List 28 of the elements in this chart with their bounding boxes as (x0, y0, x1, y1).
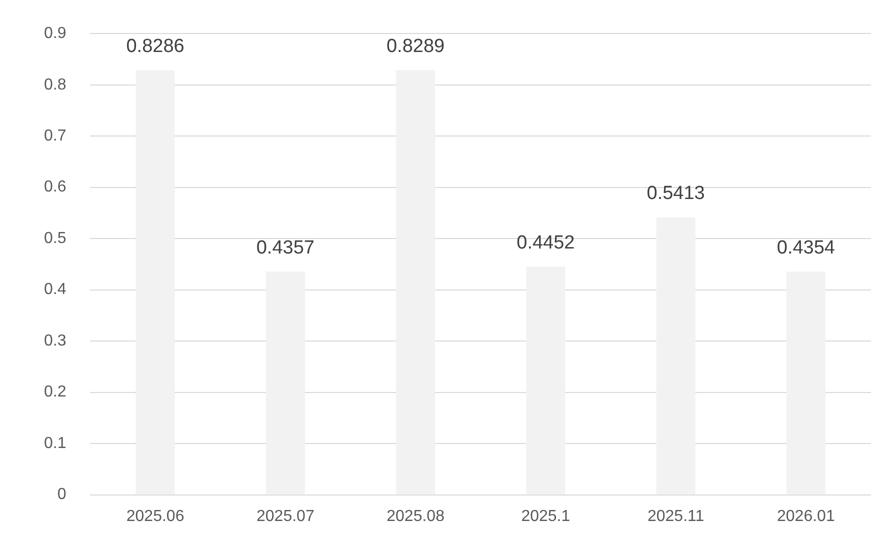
x-tick-label: 2025.07 (256, 508, 314, 525)
y-tick-label: 0.3 (44, 332, 66, 350)
data-label: 0.8286 (126, 36, 184, 57)
data-label: 0.5413 (646, 183, 705, 204)
data-label: 0.4357 (256, 237, 314, 258)
y-tick-label: 0 (57, 486, 66, 504)
y-tick-label: 0.9 (44, 25, 66, 42)
y-tick-label: 0.1 (44, 434, 66, 452)
x-tick-label: 2025.1 (521, 508, 570, 525)
x-tick-label: 2026.01 (777, 508, 835, 525)
bar (396, 70, 436, 494)
bar (136, 70, 175, 494)
bar (656, 217, 696, 494)
bar (266, 272, 305, 494)
data-label: 0.4354 (776, 237, 836, 258)
x-tick-label: 2025.11 (647, 508, 704, 525)
y-tick-label: 0.5 (44, 230, 66, 247)
y-tick-label: 0.7 (44, 127, 66, 144)
y-tick-label: 0.2 (44, 384, 66, 401)
data-label: 0.8289 (386, 36, 445, 57)
y-tick-label: 0.6 (44, 178, 66, 196)
data-label: 0.4452 (516, 232, 575, 254)
x-tick-label: 2025.06 (126, 508, 184, 525)
x-tick-label: 2025.08 (386, 508, 445, 525)
bar (526, 266, 566, 494)
y-tick-label: 0.8 (44, 76, 66, 94)
bar (786, 272, 826, 494)
y-tick-label: 0.4 (44, 281, 66, 298)
